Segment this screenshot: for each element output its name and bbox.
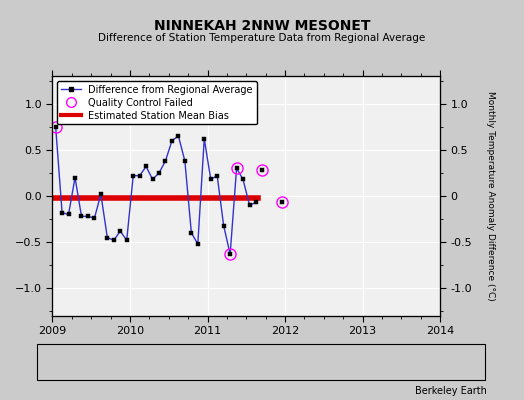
Text: Berkeley Earth: Berkeley Earth	[416, 386, 487, 396]
Text: Time of Obs. Change: Time of Obs. Change	[257, 358, 351, 366]
Text: Station Move: Station Move	[55, 358, 115, 366]
Text: Difference of Station Temperature Data from Regional Average: Difference of Station Temperature Data f…	[99, 33, 425, 43]
Legend: Difference from Regional Average, Quality Control Failed, Estimated Station Mean: Difference from Regional Average, Qualit…	[57, 81, 257, 124]
Y-axis label: Monthly Temperature Anomaly Difference (°C): Monthly Temperature Anomaly Difference (…	[486, 91, 495, 301]
Text: NINNEKAH 2NNW MESONET: NINNEKAH 2NNW MESONET	[154, 19, 370, 33]
Text: ▼: ▼	[245, 357, 253, 367]
Text: ◆: ◆	[43, 357, 51, 367]
Text: Record Gap: Record Gap	[157, 358, 210, 366]
Text: ■: ■	[375, 357, 385, 367]
Text: ▲: ▲	[146, 357, 153, 367]
Text: Empirical Break: Empirical Break	[388, 358, 459, 366]
